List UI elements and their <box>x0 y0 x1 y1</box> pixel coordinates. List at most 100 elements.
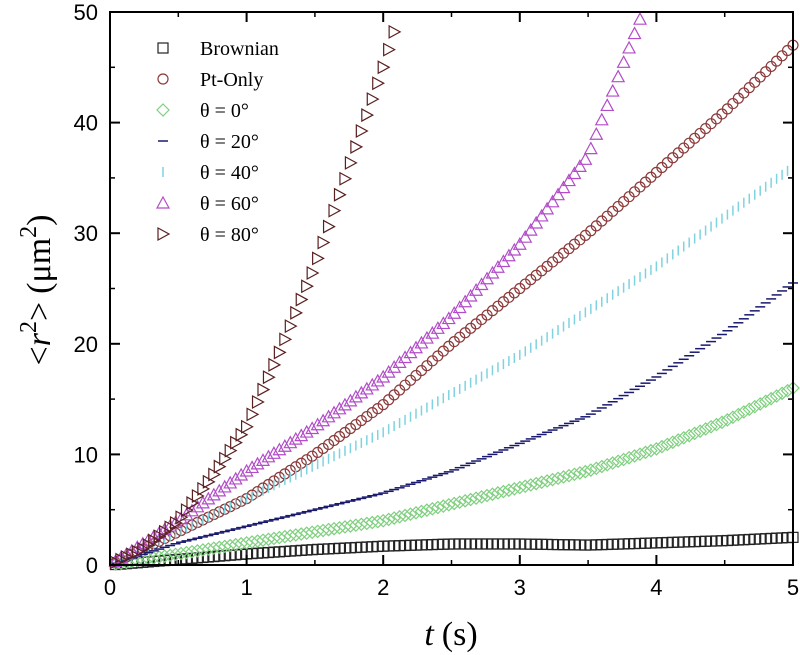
data-point <box>540 201 555 215</box>
data-point <box>301 279 314 294</box>
data-point <box>781 44 794 57</box>
data-point <box>611 454 626 469</box>
data-point <box>600 98 615 112</box>
data-point <box>749 76 761 88</box>
data-point <box>403 507 418 521</box>
data-point <box>638 445 653 460</box>
data-point <box>328 203 342 218</box>
data-point <box>212 483 227 497</box>
data-point <box>540 474 554 488</box>
data-point <box>529 215 544 229</box>
data-point <box>251 394 265 409</box>
data-point <box>474 490 489 504</box>
data-point <box>370 514 385 529</box>
data-point <box>660 437 675 452</box>
data-point <box>632 11 648 25</box>
data-point <box>262 370 276 385</box>
data-point <box>241 419 254 434</box>
data-point <box>551 187 566 201</box>
x-tick-label: 0 <box>104 575 116 600</box>
data-point <box>250 534 265 548</box>
data-point <box>370 373 385 387</box>
data-point <box>583 463 598 477</box>
data-point <box>430 321 445 334</box>
data-point <box>344 155 358 170</box>
data-point <box>306 266 320 281</box>
legend-label: Brownian <box>200 38 279 60</box>
data-point <box>299 526 314 540</box>
data-point <box>589 461 604 476</box>
data-point <box>780 383 795 398</box>
data-point <box>310 417 325 431</box>
data-point <box>190 543 205 558</box>
data-point <box>196 543 210 557</box>
data-point <box>480 488 494 503</box>
data-point <box>518 229 533 243</box>
data-point <box>452 495 467 510</box>
data-point <box>387 511 401 525</box>
data-point <box>366 92 380 107</box>
data-point <box>655 439 669 454</box>
data-point <box>392 509 407 524</box>
data-point <box>512 480 527 495</box>
data-point <box>245 460 260 474</box>
data-point <box>283 528 298 543</box>
data-point <box>715 415 729 430</box>
data-point <box>398 508 412 523</box>
data-point <box>277 438 292 452</box>
series-6 <box>109 24 402 570</box>
data-point <box>754 71 766 83</box>
data-point <box>239 463 254 477</box>
data-point <box>398 350 413 364</box>
data-point <box>738 87 750 99</box>
data-point <box>561 173 576 187</box>
data-point <box>372 76 385 91</box>
data-point <box>310 524 325 539</box>
data-point <box>277 529 292 544</box>
y-tick-label: 40 <box>74 111 98 136</box>
legend-marker <box>156 103 170 117</box>
data-point <box>179 507 194 521</box>
data-point <box>726 410 740 425</box>
data-point <box>556 180 571 194</box>
data-point <box>594 459 609 474</box>
data-point <box>343 519 358 533</box>
data-point <box>201 491 216 505</box>
data-point <box>776 50 788 62</box>
legend-marker <box>155 195 171 209</box>
data-point <box>376 369 391 383</box>
data-point <box>266 446 281 459</box>
data-point <box>671 433 686 447</box>
data-point <box>562 468 576 483</box>
data-point <box>758 394 773 409</box>
data-point <box>250 456 265 470</box>
data-point <box>419 330 434 344</box>
data-point <box>420 503 434 517</box>
data-point <box>676 430 691 445</box>
series-4 <box>114 161 794 568</box>
data-point <box>294 527 309 541</box>
data-point <box>430 500 445 515</box>
data-point <box>414 504 429 519</box>
data-point <box>425 325 440 339</box>
data-point <box>327 405 342 419</box>
data-point <box>349 518 363 533</box>
data-point <box>184 503 199 517</box>
data-point <box>545 472 560 487</box>
data-point <box>157 549 172 564</box>
data-point <box>507 482 522 496</box>
data-point <box>255 453 271 466</box>
data-point <box>572 159 587 172</box>
data-point <box>195 495 210 509</box>
data-point <box>747 399 762 414</box>
data-point <box>256 533 270 548</box>
x-tick-label: 5 <box>787 575 799 600</box>
data-point <box>283 435 298 449</box>
data-point <box>644 443 658 458</box>
data-point <box>523 478 538 492</box>
data-point <box>201 542 216 556</box>
data-point <box>760 66 772 78</box>
data-point <box>731 407 746 422</box>
